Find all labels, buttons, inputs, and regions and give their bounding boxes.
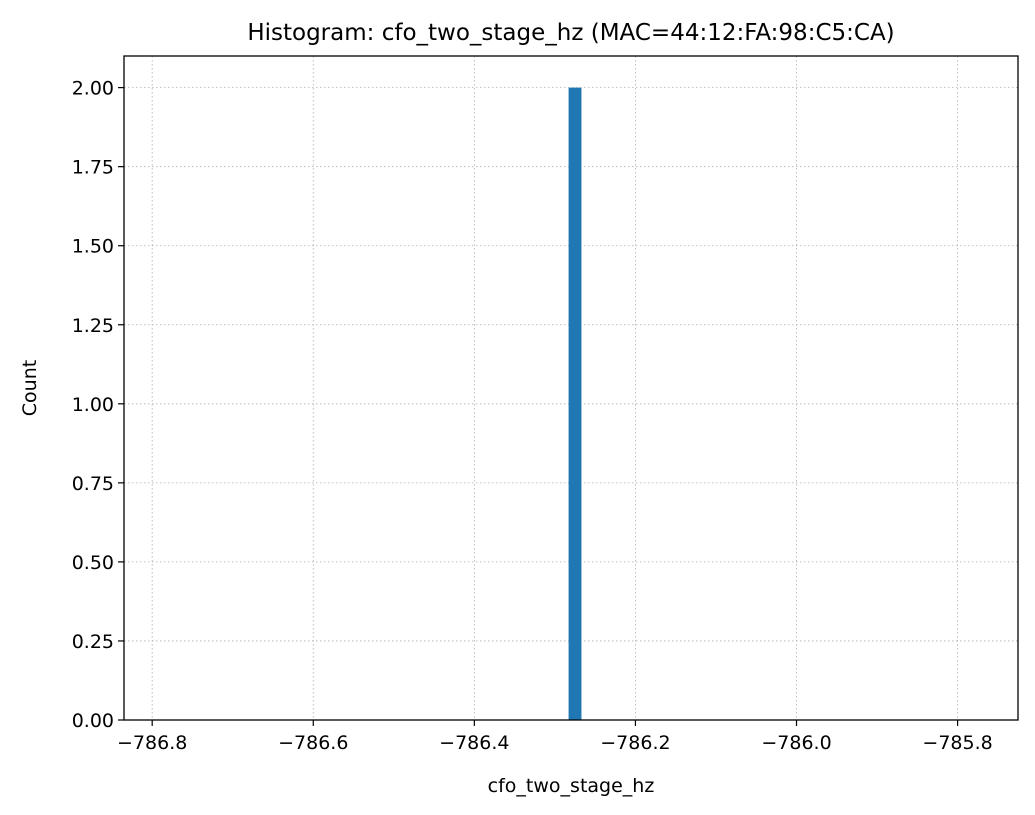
y-tick-label: 1.00 [72,394,114,416]
plot-frame [123,55,1019,721]
y-tick-label: 0.25 [72,631,114,653]
y-axis-label: Count [19,360,41,416]
x-tick-label: −785.8 [922,732,992,754]
x-tick-label: −786.6 [278,732,348,754]
x-tick-label: −786.0 [761,732,831,754]
y-axis-ticks: 0.00 0.25 0.50 0.75 1.00 1.25 1.50 1.75 2.00 [72,78,124,732]
x-tick-label: −786.2 [600,732,670,754]
y-tick-label: 1.25 [72,315,114,337]
y-tick-label: 1.50 [72,236,114,258]
bars [568,87,582,721]
x-tick-label: −786.4 [439,732,509,754]
x-axis-label: cfo_two_stage_hz [488,775,655,797]
y-tick-label: 0.00 [72,710,114,732]
y-tick-label: 0.50 [72,552,114,574]
chart-title: Histogram: cfo_two_stage_hz (MAC=44:12:F… [247,20,894,46]
x-tick-label: −786.8 [117,732,187,754]
y-tick-label: 0.75 [72,473,114,495]
x-axis-ticks: −786.8 −786.6 −786.4 −786.2 −786.0 −785.8 [117,720,993,754]
histogram-bar [568,87,582,721]
y-tick-label: 2.00 [72,78,114,100]
y-tick-label: 1.75 [72,157,114,179]
